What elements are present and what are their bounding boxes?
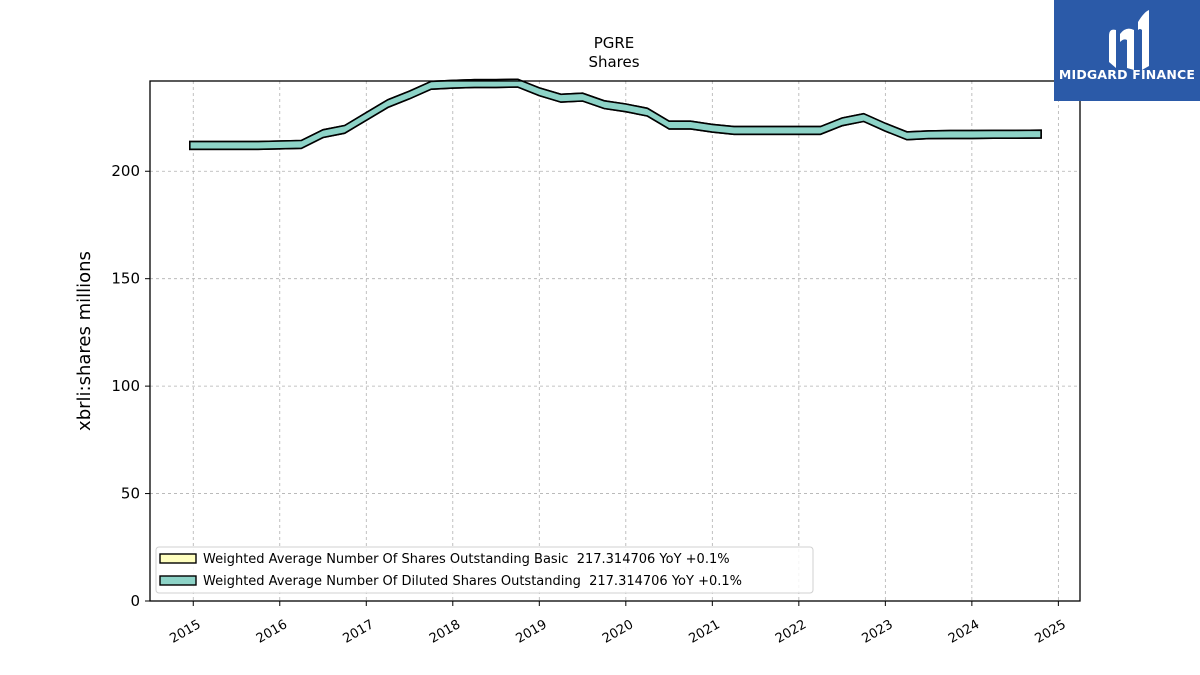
midgard-finance-logo: MIDGARD FINANCE [1054,0,1200,101]
x-axis: 2015 2016 2017 2018 2019 2020 2021 2022 2023 2024… [167,601,1069,647]
series-layer [189,78,1042,151]
legend-label: Weighted Average Number Of Shares Outsta… [203,552,730,567]
chart-subtitle: Shares [588,53,639,71]
y-tick-label: 200 [111,162,140,180]
plot-frame [149,80,1081,602]
x-tick-label: 2019 [513,617,549,647]
y-tick-label: 150 [111,270,140,288]
x-tick-label: 2020 [600,617,636,647]
x-tick-label: 2025 [1033,617,1069,647]
chart-title: PGRE [594,34,635,52]
legend-swatch [159,575,197,586]
midgard-logo-icon [1109,10,1149,71]
legend-label: Weighted Average Number Of Diluted Share… [203,574,742,589]
x-tick-label: 2016 [254,617,290,647]
x-tick-label: 2017 [340,617,376,647]
x-tick-label: 2018 [427,617,463,647]
legend-box [155,546,814,594]
y-tick-label: 0 [130,592,140,610]
x-tick-label: 2015 [167,617,203,647]
y-axis: 0 50 100 150 200 [111,162,150,610]
x-tick-label: 2023 [860,617,896,647]
x-tick-label: 2021 [686,617,722,647]
x-tick-label: 2024 [946,617,982,647]
series-2-band [189,78,1042,151]
x-tick-label: 2022 [773,617,809,647]
y-tick-label: 100 [111,377,140,395]
y-tick-label: 50 [121,485,140,503]
logo-text: MIDGARD FINANCE [1058,67,1196,82]
legend-swatch [159,553,197,564]
grid-lines [150,81,1080,602]
y-axis-label: xbrli:shares millions [74,251,95,431]
legend: Weighted Average Number Of Shares Outsta… [155,546,814,594]
